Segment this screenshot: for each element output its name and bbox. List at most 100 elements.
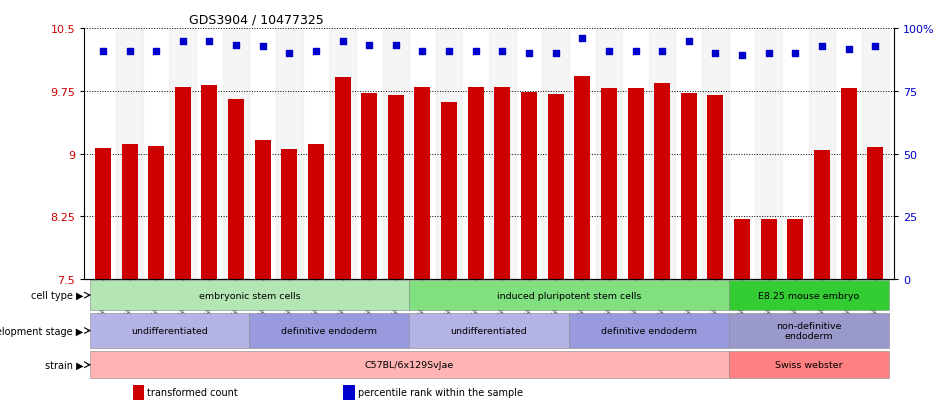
Bar [755,29,782,280]
Bar [148,147,164,280]
Point [202,38,217,45]
Bar [729,313,888,349]
Text: induced pluripotent stem cells: induced pluripotent stem cells [497,291,641,300]
Point [309,49,324,56]
Bar [708,96,724,280]
Bar [249,313,409,349]
Point [548,51,563,57]
Bar [95,148,110,280]
Point [442,49,457,56]
Bar [228,100,244,280]
Text: percentile rank within the sample: percentile rank within the sample [358,387,523,397]
Bar [436,29,462,280]
Bar [169,29,197,280]
Point [282,51,297,57]
Bar [122,144,138,280]
Bar [569,313,729,349]
Bar [548,95,563,280]
Text: undifferentiated: undifferentiated [131,326,208,335]
Bar [334,78,351,280]
Bar [575,76,591,280]
Bar [595,29,622,280]
Point [628,49,643,56]
Bar [601,89,617,280]
Bar [116,29,143,280]
Bar [787,219,803,280]
Bar [90,313,249,349]
Bar [841,89,856,280]
Bar [282,150,298,280]
Bar [409,281,729,310]
Text: C57BL/6x129SvJae: C57BL/6x129SvJae [364,361,454,369]
Text: undifferentiated: undifferentiated [451,326,527,335]
Bar [90,281,409,310]
Point [388,42,403,49]
Point [468,49,483,56]
Text: embryonic stem cells: embryonic stem cells [198,291,300,300]
Bar [521,93,537,280]
Bar [409,313,569,349]
Text: GDS3904 / 10477325: GDS3904 / 10477325 [189,13,324,26]
Bar [255,141,271,280]
Text: definitive endoderm: definitive endoderm [601,326,697,335]
Bar [649,29,676,280]
Point [681,38,696,45]
Bar [344,385,355,400]
Bar [441,102,457,280]
Bar [90,351,729,378]
Point [149,49,164,56]
Bar [494,88,510,280]
Text: strain ▶: strain ▶ [45,360,83,370]
Bar [388,96,403,280]
Bar [702,29,729,280]
Point [654,49,669,56]
Bar [329,29,356,280]
Bar [133,385,144,400]
Text: cell type ▶: cell type ▶ [31,290,83,300]
Point [495,49,510,56]
Bar [734,219,750,280]
Point [521,51,536,57]
Bar [361,94,377,280]
Point [415,49,430,56]
Bar [868,147,884,280]
Text: transformed count: transformed count [147,387,238,397]
Point [814,44,829,50]
Bar [308,144,324,280]
Bar [383,29,409,280]
Point [868,44,883,50]
Point [228,42,243,49]
Bar [729,351,888,378]
Bar [627,89,644,280]
Bar [223,29,249,280]
Text: E8.25 mouse embryo: E8.25 mouse embryo [758,291,859,300]
Point [602,49,617,56]
Bar [654,84,670,280]
Point [761,51,776,57]
Text: definitive endoderm: definitive endoderm [281,326,377,335]
Bar [862,29,888,280]
Point [95,49,110,56]
Bar [814,151,830,280]
Point [361,42,376,49]
Point [708,51,723,57]
Point [841,47,856,53]
Point [788,51,803,57]
Bar [761,219,777,280]
Bar [201,86,217,280]
Point [256,44,271,50]
Bar [729,281,888,310]
Bar [468,88,484,280]
Bar [542,29,569,280]
Bar [489,29,516,280]
Text: Swiss webster: Swiss webster [775,361,842,369]
Bar [276,29,302,280]
Point [575,36,590,42]
Point [175,38,190,45]
Text: non-definitive
endoderm: non-definitive endoderm [776,321,841,340]
Bar [175,88,191,280]
Bar [680,94,696,280]
Bar [415,88,431,280]
Point [122,49,137,56]
Point [735,52,750,59]
